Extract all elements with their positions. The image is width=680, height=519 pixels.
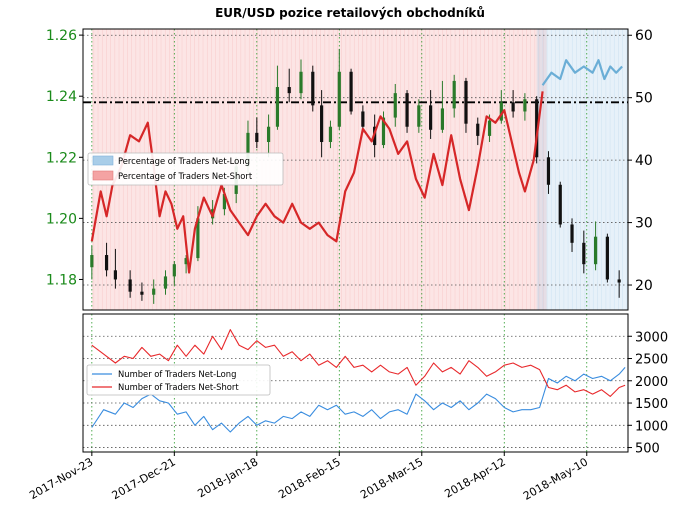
candle-body [405, 93, 409, 127]
candle-body [104, 255, 109, 271]
legend-label-traders-net-short: Number of Traders Net-Short [118, 382, 239, 392]
candle-body [172, 264, 176, 277]
candle-body [222, 193, 227, 210]
candle-body [90, 255, 94, 268]
candle-body [128, 279, 132, 292]
candle-body [381, 117, 386, 146]
right-axis-tick-label: 50 [635, 91, 653, 107]
candle-body [275, 87, 280, 127]
right-axis-tick-label: 30 [635, 216, 653, 232]
candle-body [349, 71, 353, 112]
bottom-right-axis-tick-label: 1500 [635, 397, 668, 412]
legend-label-net-short: Percentage of Traders Net-Short [118, 171, 253, 181]
x-axis-tick-label: 2018-Mar-15 [358, 455, 425, 501]
bottom-panel-trader-lines [91, 329, 626, 433]
candle-body [417, 105, 421, 127]
right-axis-tick-label: 20 [635, 278, 653, 294]
candle-body [163, 276, 168, 289]
candle-body [328, 126, 333, 143]
candle-body [464, 80, 468, 124]
candle-body [558, 184, 562, 225]
bottom-panel-frame [82, 313, 629, 453]
bottom-right-axis-tick-label: 2000 [635, 375, 668, 390]
top-legend-box [87, 152, 284, 186]
legend-label-net-long: Percentage of Traders Net-Long [118, 156, 250, 166]
right-axis-tick-label: 60 [635, 28, 653, 44]
candle-body [499, 102, 503, 121]
x-axis-tick-label: 2017-Dec-21 [110, 455, 178, 502]
candle-body [570, 224, 574, 243]
candle-body [476, 123, 480, 136]
bottom-right-axis-tick-label: 500 [635, 442, 660, 457]
candle-body [582, 242, 586, 265]
candle-body [452, 80, 456, 109]
candle-body [246, 132, 250, 167]
top-panel-background [91, 29, 628, 310]
candle-body [184, 258, 188, 265]
legend-swatch-net-short [92, 170, 114, 181]
sentiment-line-net-short [90, 91, 544, 274]
left-axis-tick-label: 1.24 [46, 89, 77, 105]
candle-body [196, 218, 200, 259]
bottom-right-axis-tick-label: 1000 [635, 419, 668, 434]
candle-body [593, 236, 598, 265]
x-axis-tick-label: 2018-May-10 [521, 455, 590, 503]
candle-body [152, 288, 156, 295]
candle-body [429, 105, 433, 130]
panel-frames [82, 28, 629, 453]
candle-body [255, 132, 259, 143]
price-candles [90, 48, 621, 304]
x-axis-tick-label: 2018-Jan-18 [195, 455, 260, 500]
chart-title: EUR/USD pozice retailových obchodníků [215, 6, 485, 20]
candle-body [523, 99, 527, 112]
candle-body [511, 102, 515, 112]
candle-body [266, 126, 271, 143]
x-axis-tick-label: 2018-Apr-12 [442, 455, 507, 500]
candle-body [487, 120, 492, 136]
x-axis-tick-label: 2017-Nov-23 [27, 455, 95, 502]
left-axis-tick-label: 1.26 [46, 28, 77, 44]
x-axis-tick-label: 2018-Feb-15 [276, 455, 343, 501]
legend-label-traders-net-long: Number of Traders Net-Long [118, 369, 236, 379]
right-axis-tick-label: 40 [635, 153, 653, 169]
candle-body [617, 279, 621, 283]
candle-body [440, 108, 445, 130]
bottom-right-axis-tick-label: 2500 [635, 353, 668, 368]
candle-body [287, 87, 291, 94]
candle-body [393, 93, 397, 118]
top-legend: Percentage of Traders Net-Long Percentag… [87, 152, 284, 186]
left-axis-tick-label: 1.18 [46, 272, 77, 288]
bottom-legend: Number of Traders Net-Long Number of Tra… [86, 364, 271, 396]
candle-body [140, 291, 144, 295]
legend-swatch-net-long [92, 155, 114, 166]
top-panel-frame [82, 28, 629, 311]
candle-body [546, 157, 551, 185]
candle-body [361, 111, 365, 127]
traders-net-short-line [91, 329, 626, 397]
left-axis-tick-label: 1.20 [46, 211, 77, 227]
sentiment-line-net-long [541, 59, 623, 86]
left-axis-tick-label: 1.22 [46, 150, 77, 166]
bottom-legend-box [86, 364, 271, 396]
candle-body [113, 270, 118, 280]
traders-net-long-line [91, 367, 626, 433]
candle-body [605, 236, 609, 280]
candle-body [299, 71, 303, 94]
candle-body [320, 105, 324, 143]
bottom-right-axis-tick-label: 3000 [635, 330, 668, 345]
candle-body [311, 71, 315, 106]
top-panel-sentiment-lines [90, 59, 623, 274]
candle-body [337, 71, 341, 127]
candle-body [535, 99, 539, 158]
